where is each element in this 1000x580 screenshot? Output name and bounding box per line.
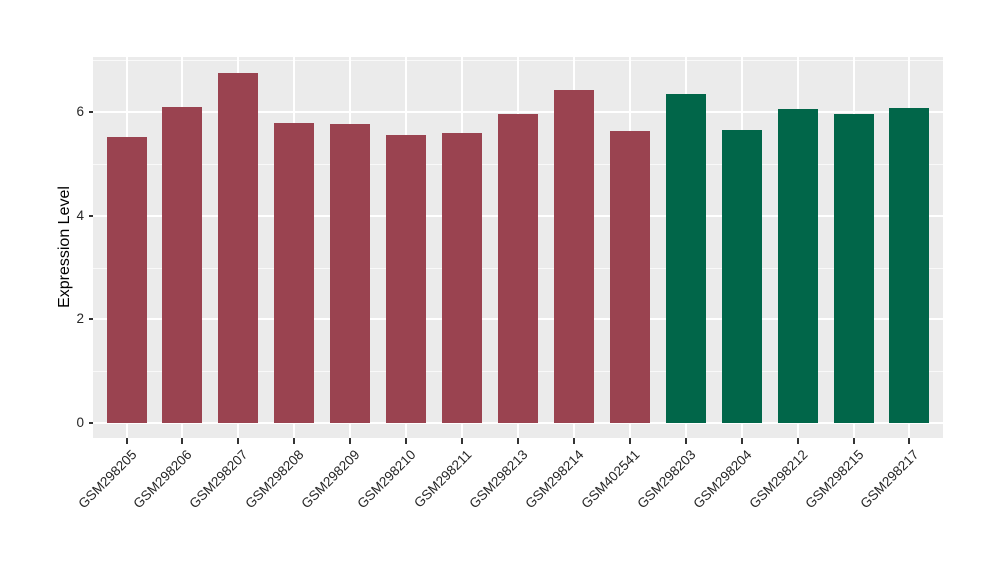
bar — [777, 109, 818, 423]
bar — [218, 73, 259, 423]
bar — [721, 130, 762, 423]
bar — [665, 93, 706, 423]
major-gridline — [93, 422, 943, 424]
bar — [833, 114, 874, 423]
x-tick-mark — [237, 438, 240, 444]
x-tick-mark — [684, 438, 687, 444]
x-tick-mark — [293, 438, 296, 444]
bar — [106, 137, 147, 423]
y-tick-mark — [89, 214, 93, 217]
x-tick-mark — [405, 438, 408, 444]
x-tick-mark — [461, 438, 464, 444]
major-gridline — [93, 111, 943, 114]
bar — [442, 132, 483, 423]
bar — [553, 90, 594, 423]
x-tick-mark — [628, 438, 631, 444]
minor-gridline — [93, 60, 943, 62]
bar — [609, 131, 650, 423]
bar — [386, 134, 427, 423]
x-tick-mark — [125, 438, 128, 444]
bar — [889, 108, 930, 423]
y-tick-label: 2 — [76, 311, 84, 327]
x-tick-mark — [572, 438, 575, 444]
x-tick-mark — [181, 438, 184, 444]
x-tick-mark — [740, 438, 743, 444]
y-tick-mark — [89, 422, 93, 424]
y-tick-mark — [89, 111, 93, 114]
bar — [162, 106, 203, 423]
x-tick-mark — [517, 438, 519, 444]
x-tick-mark — [349, 438, 352, 444]
x-tick-mark — [796, 438, 799, 444]
y-tick-label: 6 — [76, 104, 84, 120]
x-tick-mark — [908, 438, 911, 444]
x-tick-mark — [852, 438, 855, 444]
y-tick-label: 0 — [76, 415, 84, 430]
y-tick-mark — [89, 318, 93, 321]
plot-panel — [93, 57, 943, 438]
bar — [498, 113, 538, 423]
bar — [330, 124, 371, 423]
bar — [274, 123, 315, 423]
y-tick-label: 4 — [76, 207, 84, 223]
